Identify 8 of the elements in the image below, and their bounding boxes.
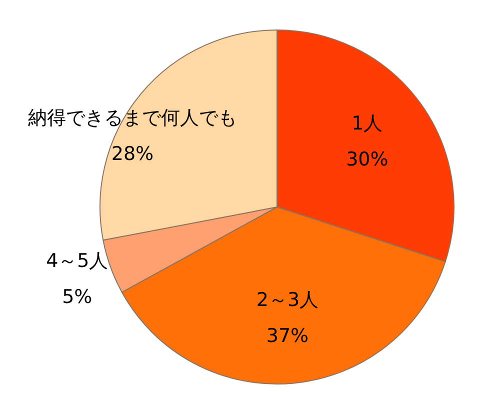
data-label: 28% <box>111 142 154 165</box>
slice-label: 納得できるまで何人でも <box>28 106 237 129</box>
slice-label: 2～3人 <box>256 289 319 312</box>
slice-label: 1人 <box>352 112 383 134</box>
data-label: 37% <box>266 325 309 348</box>
data-label: 5% <box>62 286 92 308</box>
data-label: 30% <box>346 148 388 170</box>
slice-label: 4～5人 <box>46 250 108 272</box>
